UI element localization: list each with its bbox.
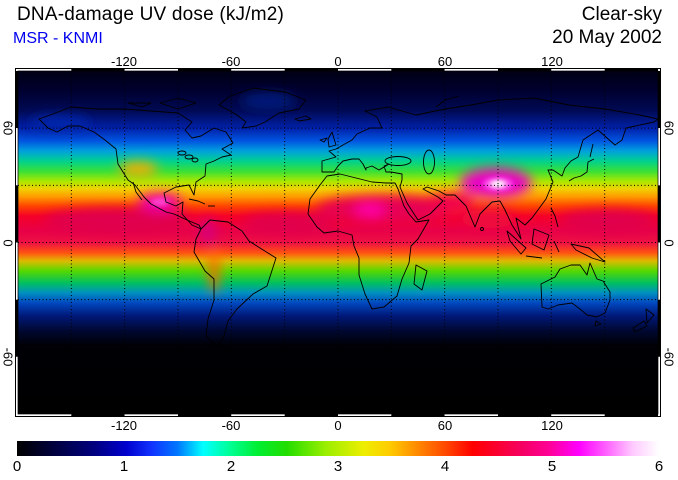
lon-tick-top-1: -120 <box>110 54 138 69</box>
hotspot-peru-andes <box>209 249 219 293</box>
coast-tasmania <box>594 320 602 327</box>
lon-tick-bottom-1: -120 <box>110 418 138 433</box>
coast-java <box>525 255 543 259</box>
colorbar-tick-3: 3 <box>333 458 343 475</box>
coast-japan <box>568 158 595 182</box>
coast-borneo <box>531 228 550 251</box>
date-label: 20 May 2002 <box>552 27 662 48</box>
lon-tick-bottom-2: -60 <box>221 418 241 433</box>
coast-iceland <box>294 115 312 122</box>
arctic-light-2 <box>240 93 296 109</box>
hotspot-india <box>460 210 516 228</box>
lat-tick-left-60: 60 <box>0 120 16 136</box>
great-lake-3 <box>191 157 199 163</box>
hotspot-mexico-core <box>151 198 169 206</box>
lon-tick-top-5: 120 <box>541 54 563 69</box>
hotspot-atlantic <box>243 213 333 233</box>
lon-tick-top-3: 0 <box>334 54 342 69</box>
hotspot-sahel-pink <box>354 203 386 217</box>
page-title: DNA-damage UV dose (kJ/m2) <box>17 4 285 25</box>
coast-madagascar <box>413 264 428 291</box>
colorbar-tick-0: 0 <box>12 458 22 475</box>
sky-condition-label: Clear-sky <box>581 4 662 25</box>
data-source-label: MSR - KNMI <box>13 30 103 47</box>
lon-tick-top-4: 60 <box>437 54 453 69</box>
zebra-border <box>15 68 661 417</box>
coast-africa <box>307 173 430 310</box>
great-lake-2 <box>184 154 194 160</box>
coast-cuba <box>188 198 206 205</box>
coast-north-america <box>38 106 234 230</box>
coast-australia <box>540 262 611 318</box>
colorbar-tick-2: 2 <box>226 458 236 475</box>
coast-philippines <box>550 207 559 228</box>
lon-tick-bottom-5: 120 <box>541 418 563 433</box>
hotspot-colombia <box>200 217 216 245</box>
hotspot-pacific-itcz <box>43 208 193 234</box>
hotspot-west-pacific <box>560 210 656 232</box>
lat-tick-left-m60: -60 <box>0 347 16 367</box>
lon-tick-bottom-4: 60 <box>437 418 453 433</box>
arctic-light-1 <box>30 116 90 130</box>
coast-eurasia <box>321 97 659 240</box>
lat-tick-right-60: 60 <box>661 120 677 136</box>
graticule-gridlines <box>18 71 658 414</box>
colorbar <box>17 441 659 456</box>
lat-tick-left-0: 0 <box>0 239 16 247</box>
continent-outlines <box>38 87 659 348</box>
lat-tick-right-m60: -60 <box>661 347 677 367</box>
coast-sri-lanka <box>480 227 484 231</box>
world-uv-map <box>15 68 661 417</box>
lon-tick-top-2: -60 <box>221 54 241 69</box>
coast-sulawesi <box>553 240 560 253</box>
coast-uk <box>327 131 337 148</box>
great-lake-1 <box>177 150 187 156</box>
colorbar-tick-6: 6 <box>654 458 664 475</box>
hotspot-us-southwest <box>118 162 158 176</box>
coast-south-america <box>193 219 277 348</box>
coast-sakhalin <box>589 143 594 158</box>
coast-new-zealand <box>632 308 655 333</box>
lon-tick-bottom-3: 0 <box>334 418 342 433</box>
hotspot-arabia <box>426 193 474 213</box>
coast-black-sea <box>384 156 412 166</box>
map-outer-frame <box>15 68 661 417</box>
coast-ireland <box>319 137 328 143</box>
coast-sumatra <box>506 230 527 255</box>
coast-arctic-islands <box>127 97 197 110</box>
hotspot-sahel <box>316 195 456 223</box>
colorbar-tick-4: 4 <box>440 458 450 475</box>
uv-hotspots <box>30 93 656 293</box>
coast-caspian-sea <box>423 149 435 175</box>
map-inner-frame <box>17 70 659 415</box>
lat-tick-right-0: 0 <box>661 239 677 247</box>
colorbar-tick-5: 5 <box>547 458 557 475</box>
coast-new-guinea <box>570 243 606 263</box>
colorbar-tick-1: 1 <box>119 458 129 475</box>
